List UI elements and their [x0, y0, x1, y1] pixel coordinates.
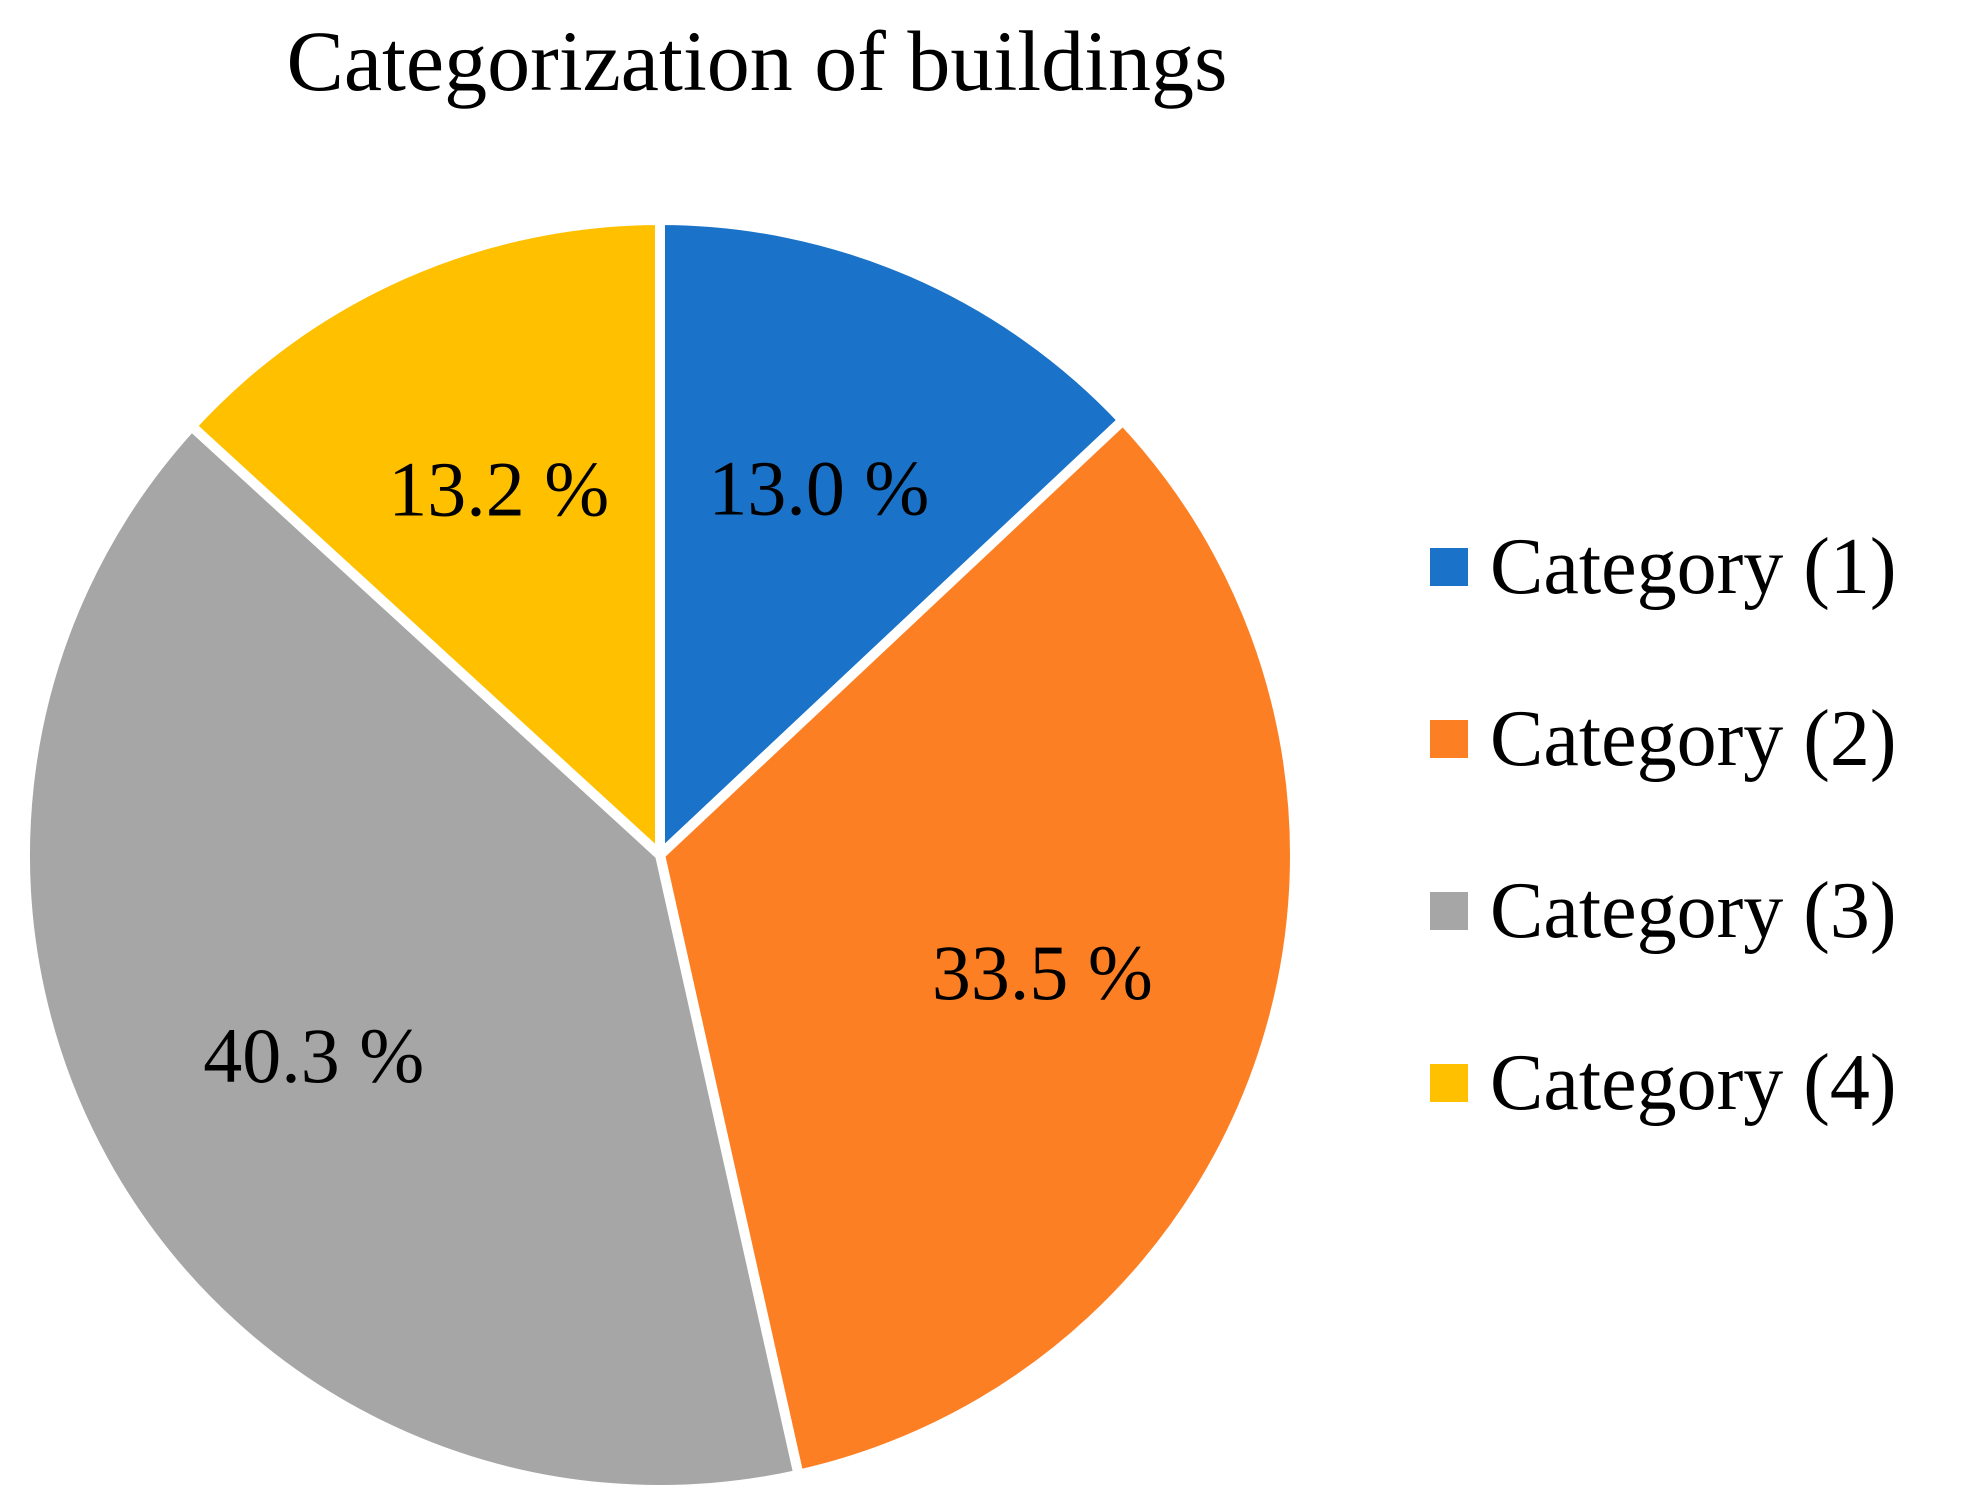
legend-swatch-3 — [1430, 892, 1468, 930]
pie-slices — [20, 215, 1301, 1495]
slice-value-label-3: 40.3 % — [203, 1012, 424, 1099]
pie-slice-labels: 13.0 % 33.5 % 40.3 % 13.2 % — [203, 444, 1153, 1099]
pie-slice-3 — [20, 421, 804, 1495]
chart-title: Categorization of buildings — [286, 13, 1227, 109]
legend: Category (1) Category (2) Category (3) Cate… — [1430, 523, 1897, 1127]
legend-swatch-2 — [1430, 720, 1468, 758]
pie-slice-4 — [186, 215, 665, 860]
legend-label-1: Category (1) — [1490, 523, 1897, 611]
pie-slice-1 — [655, 215, 1128, 860]
pie-slice-2 — [655, 415, 1301, 1480]
legend-label-2: Category (2) — [1490, 695, 1897, 783]
legend-label-3: Category (3) — [1490, 867, 1897, 955]
slice-value-label-2: 33.5 % — [932, 929, 1153, 1016]
slice-value-label-4: 13.2 % — [388, 445, 609, 532]
legend-swatch-1 — [1430, 548, 1468, 586]
slice-value-label-1: 13.0 % — [708, 444, 929, 531]
legend-label-4: Category (4) — [1490, 1039, 1897, 1127]
legend-swatch-4 — [1430, 1064, 1468, 1102]
